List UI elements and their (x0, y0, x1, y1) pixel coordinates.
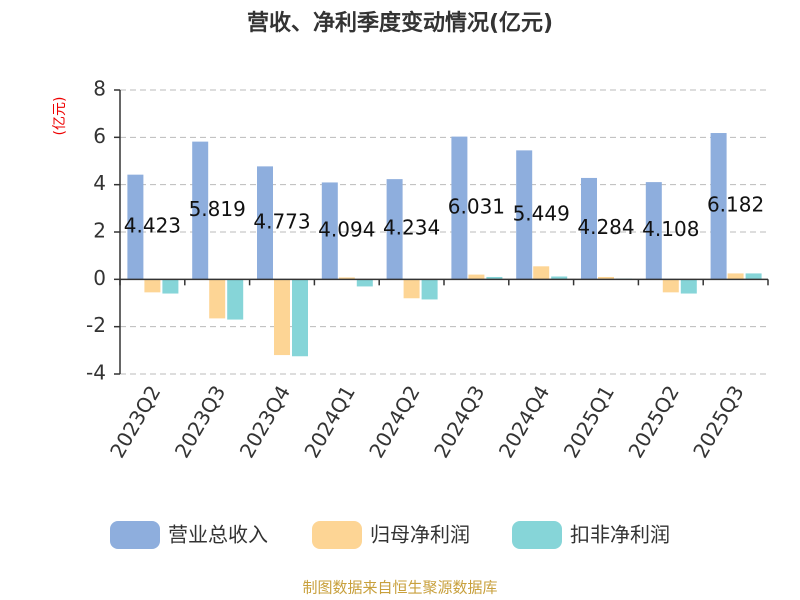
data-label: 4.108 (642, 217, 699, 241)
data-label: 4.423 (124, 213, 181, 237)
x-tick-label: 2024Q1 (299, 381, 359, 462)
bar (551, 276, 568, 280)
y-tick-label: 6 (93, 124, 106, 148)
bar (403, 279, 420, 299)
x-tick-label: 2024Q4 (494, 381, 554, 462)
bar (451, 136, 468, 280)
bar (321, 182, 338, 280)
bar (386, 179, 403, 280)
x-tick-label: 2023Q4 (235, 381, 295, 462)
bar (727, 273, 744, 280)
data-label: 4.773 (253, 209, 310, 233)
source-note: 制图数据来自恒生聚源数据库 (302, 579, 497, 597)
bar (127, 174, 144, 280)
legend-swatch (512, 521, 562, 549)
data-label: 5.449 (513, 201, 570, 225)
bar (356, 279, 373, 287)
y-tick-label: 8 (93, 77, 106, 101)
bar (468, 274, 485, 280)
bar (227, 279, 244, 320)
data-label: 5.819 (189, 197, 246, 221)
legend-label: 营业总收入 (168, 523, 268, 547)
y-tick-label: 0 (93, 266, 106, 290)
bar (192, 141, 209, 280)
y-tick-label: -4 (86, 361, 106, 385)
bar (274, 279, 290, 356)
x-tick-label: 2024Q2 (364, 381, 424, 462)
x-tick-label: 2023Q3 (170, 381, 230, 462)
legend-label: 归母净利润 (370, 523, 470, 547)
bar (581, 177, 597, 280)
x-tick-label: 2025Q2 (623, 381, 683, 462)
bar (662, 279, 679, 293)
legend-label: 扣非净利润 (570, 523, 670, 547)
data-label: 4.094 (318, 217, 375, 241)
chart-title: 营收、净利季度变动情况(亿元) (247, 10, 553, 36)
bar (533, 266, 550, 280)
y-tick-label: 4 (93, 171, 106, 195)
bar (745, 273, 762, 280)
x-tick-label: 2025Q3 (688, 381, 748, 462)
x-tick-label: 2025Q1 (559, 381, 619, 462)
bar (338, 277, 355, 280)
data-label: 6.031 (448, 194, 505, 218)
bar (486, 276, 503, 280)
bar (710, 133, 727, 280)
bar (421, 279, 438, 300)
bar (645, 182, 662, 280)
bar (292, 279, 308, 357)
bar (516, 150, 533, 280)
x-tick-label: 2023Q2 (105, 381, 165, 462)
data-label: 4.234 (383, 216, 440, 240)
y-axis-label: (亿元) (52, 97, 68, 136)
data-label: 6.182 (707, 193, 764, 217)
y-tick-label: 2 (93, 219, 106, 243)
bar (162, 279, 179, 294)
bar (680, 279, 697, 294)
bar (209, 279, 226, 319)
data-label: 4.284 (577, 215, 634, 239)
legend-swatch (312, 521, 362, 549)
bar (257, 166, 273, 280)
bar (598, 276, 614, 280)
x-tick-label: 2024Q3 (429, 381, 489, 462)
legend-swatch (110, 521, 160, 549)
bar (144, 279, 161, 293)
y-tick-label: -2 (86, 313, 106, 337)
